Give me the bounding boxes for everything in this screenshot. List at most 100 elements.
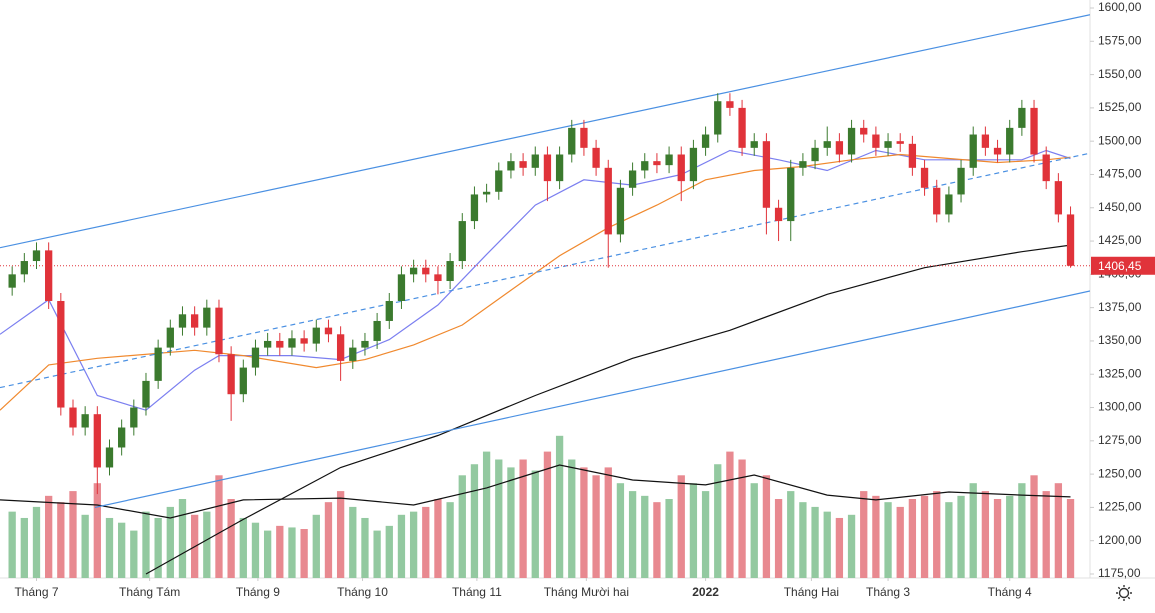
- candle-body: [1066, 214, 1075, 266]
- x-tick-label: 2022: [692, 585, 719, 599]
- volume-bar: [1018, 483, 1026, 578]
- candle-body: [495, 170, 503, 192]
- candle-body: [45, 250, 53, 301]
- candle-body: [860, 127, 868, 135]
- candle-body: [555, 154, 564, 182]
- candle-body: [811, 147, 819, 162]
- ma-line: [0, 14, 1090, 249]
- volume-bar: [908, 499, 917, 578]
- volume-bar: [349, 506, 357, 578]
- volume-bar: [519, 459, 527, 578]
- volume-bar: [178, 499, 187, 578]
- y-tick-label: 1475,00: [1098, 167, 1142, 181]
- volume-bar: [604, 467, 612, 578]
- volume-bar: [628, 491, 637, 578]
- candle-body: [69, 407, 77, 428]
- volume-bar: [251, 522, 260, 578]
- candle-body: [969, 134, 977, 168]
- volume-bar: [263, 530, 272, 578]
- trend-line-dashed: [0, 152, 1090, 389]
- candle-body: [677, 154, 685, 182]
- volume-bar: [470, 464, 479, 578]
- volume-bar: [507, 467, 515, 578]
- y-tick-label: 1225,00: [1098, 500, 1142, 514]
- y-tick-label: 1350,00: [1098, 333, 1142, 347]
- volume-bar: [872, 495, 880, 578]
- candle-body: [1030, 107, 1038, 155]
- candle-body: [324, 327, 333, 335]
- volume-bar: [130, 530, 138, 578]
- candle-body: [628, 170, 637, 188]
- y-tick-label: 1300,00: [1098, 400, 1142, 414]
- volume-bar: [689, 483, 698, 578]
- settings-icon[interactable]: [1116, 585, 1132, 601]
- volume-bar: [1030, 475, 1038, 578]
- y-tick-label: 1250,00: [1098, 466, 1142, 480]
- candle-body: [32, 250, 41, 262]
- x-tick-label: Tháng Tám: [119, 585, 180, 599]
- volume-bar: [276, 525, 284, 578]
- candle-body: [154, 347, 162, 381]
- volume-bar: [1054, 483, 1063, 578]
- volume-bar: [835, 517, 844, 578]
- candle-body: [118, 427, 126, 448]
- candle-body: [130, 407, 138, 428]
- candle-body: [263, 340, 272, 348]
- candle-body: [446, 261, 454, 282]
- volume-bar: [385, 525, 393, 578]
- candle-body: [300, 338, 308, 344]
- y-tick-label: 1600,00: [1098, 0, 1142, 14]
- volume-bar: [665, 499, 673, 578]
- volume-bar: [81, 514, 89, 578]
- plot-area: [0, 14, 1090, 578]
- volume-bar: [69, 491, 77, 578]
- candle-body: [142, 380, 150, 408]
- volume-ma-line: [0, 464, 1071, 519]
- volume-bar: [227, 499, 235, 578]
- candle-body: [482, 191, 491, 195]
- volume-bar: [93, 483, 101, 578]
- volume-bar: [701, 491, 710, 578]
- candle-body: [227, 354, 235, 395]
- candle-body: [422, 267, 430, 275]
- volume-bar: [677, 475, 685, 578]
- volume-bar: [847, 514, 856, 578]
- volume-bar: [616, 483, 625, 578]
- volume-bar: [993, 499, 1002, 578]
- candle-body: [1042, 154, 1050, 182]
- candle-body: [835, 141, 844, 155]
- volume-bar: [434, 499, 442, 578]
- volume-bar: [568, 459, 576, 578]
- volume-bar: [20, 517, 28, 578]
- candle-body: [361, 340, 369, 348]
- volume-bar: [933, 491, 941, 578]
- volume-bar: [860, 491, 868, 578]
- volume-bar: [482, 451, 491, 578]
- volume-bar: [592, 475, 600, 578]
- candle-body: [20, 261, 28, 275]
- volume-bar: [774, 499, 783, 578]
- y-tick-label: 1200,00: [1098, 533, 1142, 547]
- volume-bar: [555, 435, 564, 578]
- y-tick-label: 1175,00: [1098, 566, 1141, 580]
- candle-body: [665, 154, 673, 166]
- volume-bar: [288, 527, 296, 578]
- candle-body: [799, 161, 807, 168]
- x-tick-label: Tháng 4: [988, 585, 1032, 599]
- volume-bar: [957, 495, 965, 578]
- volume-bar: [750, 483, 758, 578]
- candle-body: [762, 141, 771, 208]
- ma-line: [145, 244, 1071, 575]
- volume-bar: [811, 506, 819, 578]
- candle-body: [178, 314, 187, 328]
- volume-bar: [409, 511, 418, 578]
- volume-bar: [823, 511, 831, 578]
- volume-bar: [32, 506, 41, 578]
- candle-body: [616, 187, 625, 235]
- candle-body: [215, 307, 223, 355]
- y-tick-label: 1275,00: [1098, 433, 1142, 447]
- volume-bar: [422, 506, 430, 578]
- candle-body: [251, 347, 260, 368]
- candle-body: [531, 154, 539, 168]
- x-tick-label: Tháng 7: [14, 585, 58, 599]
